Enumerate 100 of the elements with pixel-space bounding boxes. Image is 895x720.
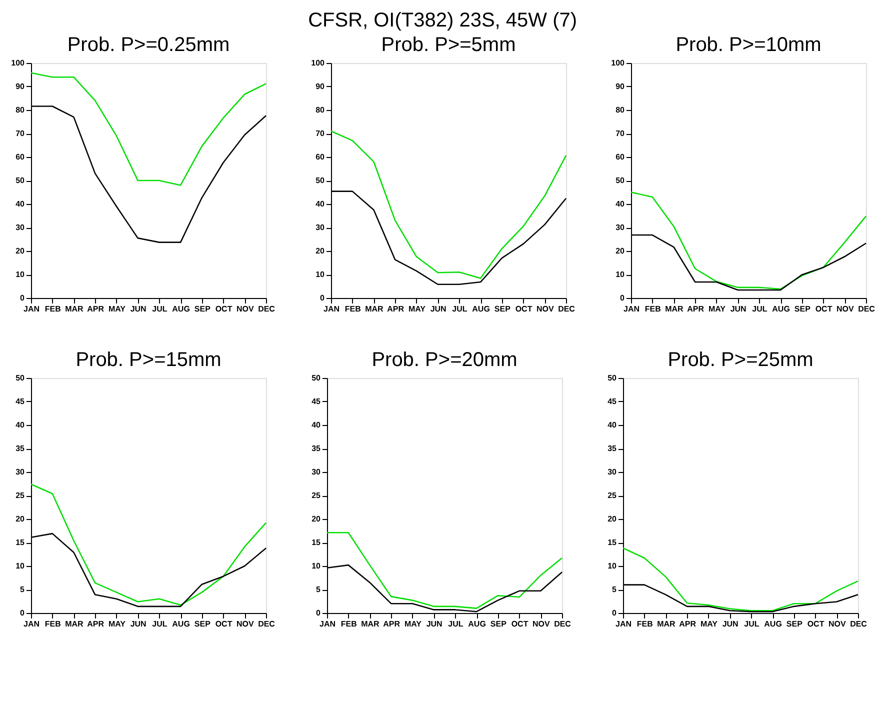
line-series	[630, 192, 867, 290]
x-tick-label: FEB	[44, 304, 62, 314]
x-tick-label: OCT	[807, 620, 824, 628]
y-tick-label: 20	[16, 246, 26, 256]
x-tick-label: SEP	[194, 620, 212, 628]
y-tick-label: 15	[312, 538, 322, 547]
chart-title: Prob. P>=5mm	[381, 34, 516, 56]
y-tick-label: 0	[20, 294, 26, 302]
y-tick-label: 70	[616, 129, 626, 138]
y-tick-label: 35	[312, 444, 322, 453]
y-tick-label: 20	[312, 514, 322, 524]
x-tick-label: AUG	[472, 304, 490, 314]
y-tick-label: 40	[616, 200, 626, 208]
y-tick-label: 30	[616, 223, 626, 232]
y-tick-label: 40	[608, 420, 618, 430]
x-tick-label: AUG	[172, 304, 190, 314]
y-tick-label: 50	[16, 374, 26, 382]
y-tick-label: 10	[616, 270, 626, 279]
x-tick-label: AUG	[468, 620, 486, 628]
x-tick-label: MAY	[708, 304, 726, 314]
x-tick-label: OCT	[815, 304, 832, 314]
y-tick-label: 5	[612, 585, 618, 594]
y-tick-label: 30	[16, 468, 26, 476]
y-tick-label: 50	[16, 176, 26, 185]
x-tick-label: JUL	[752, 304, 768, 314]
x-tick-label: MAR	[365, 304, 384, 314]
x-tick-label: DEC	[258, 304, 276, 314]
x-tick-label: NOV	[236, 304, 254, 314]
chart-title: Prob. P>=15mm	[76, 349, 222, 371]
x-tick-label: JUN	[426, 620, 443, 628]
x-tick-label: NOV	[836, 304, 854, 314]
x-tick-label: MAY	[108, 620, 126, 628]
y-tick-label: 10	[608, 562, 618, 570]
y-tick-label: 45	[608, 397, 618, 406]
x-tick-label: SEP	[786, 620, 804, 628]
x-tick-label: MAY	[408, 304, 426, 314]
y-tick-label: 20	[608, 514, 618, 524]
x-tick-label: SEP	[490, 620, 508, 628]
chart-title: Prob. P>=25mm	[668, 349, 814, 371]
y-tick-label: 10	[312, 562, 322, 570]
line-series	[622, 547, 859, 612]
y-tick-label: 80	[616, 106, 626, 114]
y-tick-label: 90	[616, 82, 626, 91]
x-tick-label: JAN	[23, 304, 40, 314]
y-tick-label: 25	[608, 491, 618, 500]
y-tick-label: 30	[16, 223, 26, 232]
y-tick-label: 50	[608, 374, 618, 382]
y-tick-label: 80	[16, 106, 26, 114]
line-series	[30, 72, 267, 186]
y-tick-label: 60	[16, 152, 26, 162]
x-tick-label: FEB	[340, 620, 358, 628]
y-tick-label: 70	[16, 129, 26, 138]
y-tick-label: 10	[316, 270, 326, 279]
y-tick-label: 40	[316, 200, 326, 208]
x-tick-label: JUN	[430, 304, 447, 314]
y-tick-label: 25	[16, 491, 26, 500]
y-tick-label: 30	[316, 223, 326, 232]
x-tick-label: NOV	[236, 620, 254, 628]
y-tick-label: 15	[16, 538, 26, 547]
y-tick-label: 60	[316, 152, 326, 162]
x-tick-label: SEP	[494, 304, 512, 314]
y-tick-label: 15	[608, 538, 618, 547]
x-tick-label: APR	[687, 304, 704, 314]
x-tick-label: MAY	[404, 620, 422, 628]
x-tick-label: JUL	[152, 620, 168, 628]
y-tick-label: 70	[316, 129, 326, 138]
x-tick-label: SEP	[194, 304, 212, 314]
x-tick-label: APR	[383, 620, 400, 628]
y-tick-label: 40	[16, 200, 26, 208]
x-tick-label: JUN	[130, 304, 147, 314]
x-tick-label: FEB	[636, 620, 654, 628]
y-tick-label: 35	[608, 444, 618, 453]
x-tick-label: FEB	[644, 304, 662, 314]
x-tick-label: JUN	[130, 620, 147, 628]
line-series	[326, 532, 563, 609]
y-tick-label: 100	[611, 58, 626, 68]
y-tick-label: 35	[16, 444, 26, 453]
y-tick-label: 40	[16, 420, 26, 430]
line-series	[330, 130, 567, 279]
x-tick-label: MAR	[65, 304, 84, 314]
x-tick-label: OCT	[215, 620, 232, 628]
x-tick-label: DEC	[858, 304, 876, 314]
x-tick-label: JUL	[744, 620, 760, 628]
y-tick-label: 20	[316, 246, 326, 256]
y-tick-label: 80	[316, 106, 326, 114]
x-tick-label: NOV	[532, 620, 550, 628]
x-tick-label: NOV	[828, 620, 846, 628]
x-tick-label: NOV	[536, 304, 554, 314]
x-tick-label: DEC	[258, 620, 276, 628]
y-tick-label: 50	[312, 374, 322, 382]
y-tick-label: 45	[312, 397, 322, 406]
x-tick-label: APR	[679, 620, 696, 628]
y-tick-label: 0	[620, 294, 626, 302]
x-tick-label: MAR	[665, 304, 684, 314]
y-tick-label: 50	[616, 176, 626, 185]
y-tick-label: 50	[316, 176, 326, 185]
x-tick-label: OCT	[215, 304, 232, 314]
x-tick-label: AUG	[172, 620, 190, 628]
x-tick-label: DEC	[554, 620, 572, 628]
x-tick-label: MAY	[108, 304, 126, 314]
